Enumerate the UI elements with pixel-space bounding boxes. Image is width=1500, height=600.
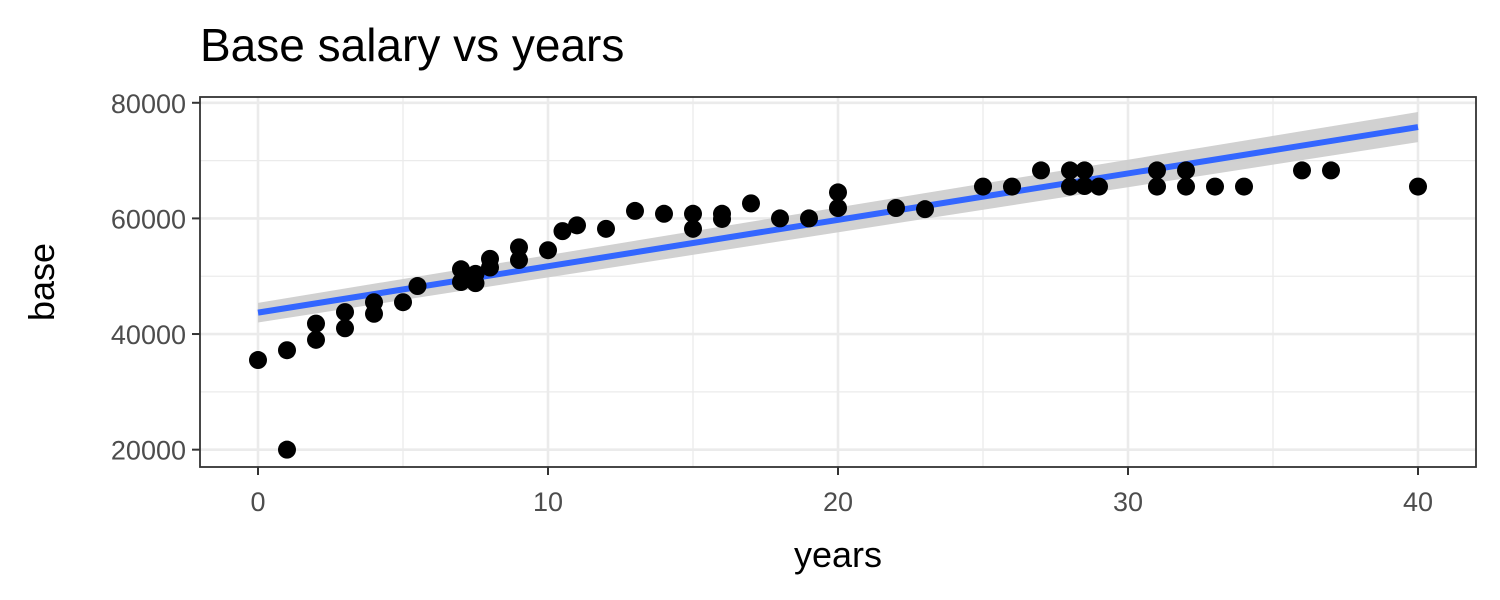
data-point (1206, 177, 1224, 196)
data-point (1090, 177, 1108, 196)
data-point (829, 183, 847, 202)
y-tick-label: 40000 (111, 320, 186, 350)
y-axis-ticks: 20000 40000 60000 80000 (111, 89, 200, 466)
data-point (1075, 177, 1094, 196)
data-point (481, 258, 499, 277)
data-point (553, 222, 572, 241)
x-tick-label: 10 (533, 487, 563, 517)
data-point (771, 209, 789, 228)
data-point (539, 241, 557, 260)
data-point (249, 351, 267, 370)
x-tick-label: 40 (1403, 487, 1433, 517)
data-point (626, 201, 644, 220)
y-tick-label: 20000 (111, 436, 186, 466)
x-axis-title: years (794, 534, 882, 575)
data-point (307, 330, 325, 349)
data-point (278, 440, 296, 459)
data-point (1409, 177, 1427, 196)
data-point (597, 219, 615, 238)
data-point (655, 204, 673, 223)
data-point (1148, 177, 1166, 196)
data-point (1177, 177, 1195, 196)
y-axis-title: base (21, 243, 62, 321)
data-point (1003, 177, 1021, 196)
y-tick-label: 80000 (111, 89, 186, 119)
trend-line (257, 124, 1419, 316)
data-point (742, 194, 760, 213)
data-points (249, 161, 1427, 459)
data-point (568, 216, 586, 235)
x-tick-label: 0 (250, 487, 265, 517)
data-point (278, 341, 296, 360)
x-tick-label: 30 (1113, 487, 1143, 517)
major-gridlines (200, 97, 1476, 467)
x-axis-ticks: 0 10 20 30 40 (250, 467, 1433, 517)
data-point (1177, 161, 1195, 180)
data-point (684, 219, 702, 238)
data-point (800, 209, 818, 228)
data-point (1061, 161, 1079, 180)
data-point (1032, 161, 1050, 180)
data-point (408, 277, 427, 296)
x-tick-label: 20 (823, 487, 853, 517)
data-point (829, 199, 847, 217)
data-point (452, 273, 470, 291)
data-point (1293, 161, 1311, 180)
data-point (974, 177, 992, 196)
data-point (1235, 177, 1253, 196)
data-point (1061, 177, 1079, 196)
data-point (1322, 161, 1340, 180)
chart-title: Base salary vs years (200, 19, 625, 71)
data-point (1075, 161, 1094, 180)
y-tick-label: 60000 (111, 204, 186, 234)
data-point (336, 303, 354, 322)
data-point (365, 304, 383, 323)
data-point (510, 251, 528, 270)
data-point (307, 314, 325, 333)
data-point (1148, 161, 1166, 180)
data-point (510, 238, 528, 257)
data-point (887, 199, 905, 217)
data-point (466, 274, 485, 293)
data-point (916, 200, 934, 219)
data-point (394, 293, 412, 312)
data-point (684, 204, 702, 223)
data-point (452, 260, 470, 279)
data-point (336, 319, 354, 338)
data-point (713, 209, 731, 228)
